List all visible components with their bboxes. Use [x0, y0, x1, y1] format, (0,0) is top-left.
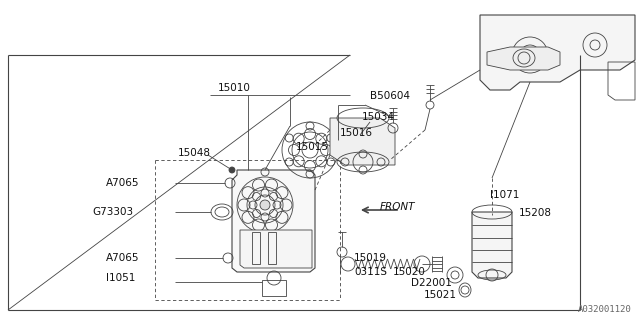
Text: A032001120: A032001120: [579, 305, 632, 314]
Polygon shape: [480, 15, 635, 90]
Circle shape: [229, 167, 235, 173]
Polygon shape: [330, 118, 395, 165]
Text: 15020: 15020: [393, 267, 426, 277]
Text: 15016: 15016: [340, 128, 373, 138]
Polygon shape: [232, 170, 315, 272]
Text: D22001: D22001: [411, 278, 452, 288]
Circle shape: [260, 200, 270, 210]
Polygon shape: [472, 212, 512, 278]
Text: A7065: A7065: [106, 178, 140, 188]
Polygon shape: [240, 230, 312, 268]
Text: G73303: G73303: [92, 207, 133, 217]
Polygon shape: [487, 47, 560, 70]
Text: 15015: 15015: [296, 142, 329, 152]
Text: FRONT: FRONT: [380, 202, 415, 212]
Text: 15034: 15034: [362, 112, 395, 122]
Text: 15010: 15010: [218, 83, 251, 93]
Text: I1071: I1071: [490, 190, 520, 200]
Text: A7065: A7065: [106, 253, 140, 263]
Text: 15208: 15208: [519, 208, 552, 218]
Text: 15021: 15021: [424, 290, 457, 300]
Text: 0311S: 0311S: [354, 267, 387, 277]
Text: 15019: 15019: [354, 253, 387, 263]
Text: 15048: 15048: [178, 148, 211, 158]
Text: I1051: I1051: [106, 273, 136, 283]
Text: B50604: B50604: [370, 91, 410, 101]
